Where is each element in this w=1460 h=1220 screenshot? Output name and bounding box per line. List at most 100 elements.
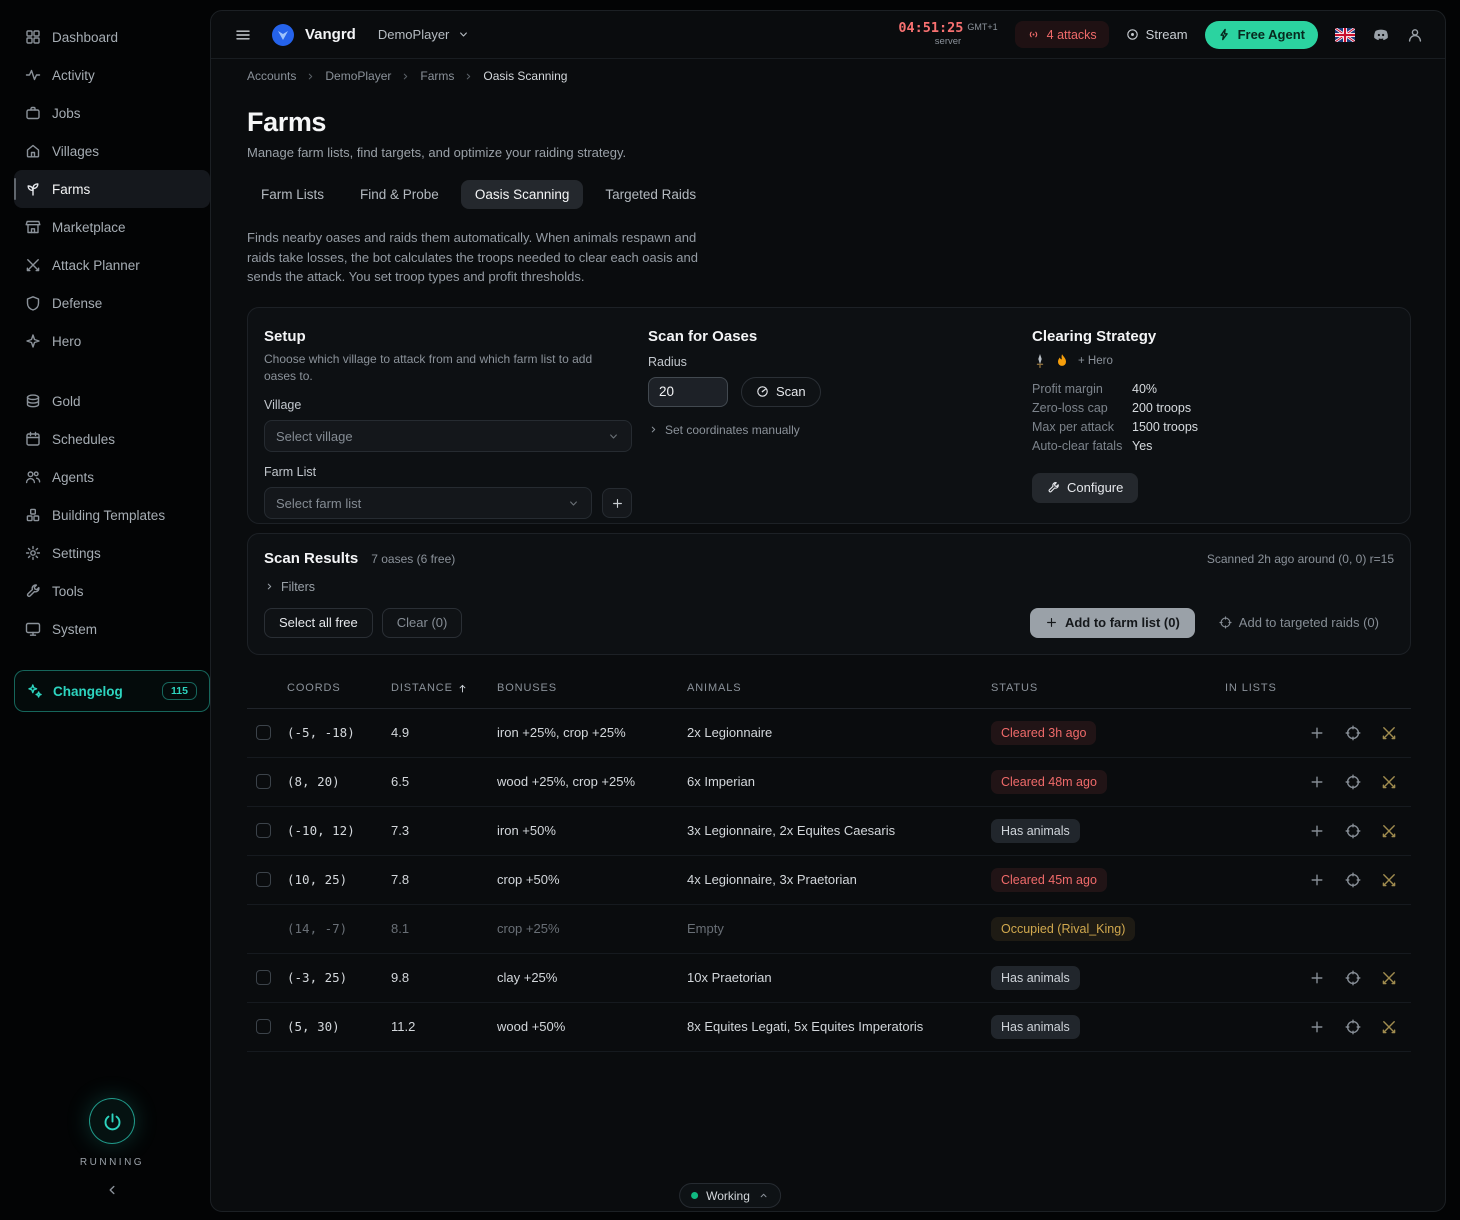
sidebar-item-settings[interactable]: Settings (14, 534, 210, 572)
setup-title: Setup (264, 327, 306, 345)
raid-swords-icon[interactable] (1381, 1019, 1397, 1035)
row-checkbox[interactable] (256, 725, 271, 740)
target-icon[interactable] (1345, 823, 1361, 839)
account-switcher[interactable]: DemoPlayer (378, 27, 471, 42)
add-to-farm-list-button[interactable]: Add to farm list (0) (1029, 607, 1195, 638)
add-to-list-icon[interactable] (1309, 774, 1325, 790)
add-to-list-icon[interactable] (1309, 1019, 1325, 1035)
oasis-animals: Empty (687, 921, 724, 936)
sidebar-item-label: Dashboard (52, 29, 119, 45)
server-time: 04:51:25 GMT+1 server (898, 21, 997, 47)
col-distance[interactable]: DISTANCE (385, 682, 491, 694)
star-icon (25, 333, 41, 349)
language-flag-icon[interactable] (1335, 27, 1355, 42)
strategy-details: Profit margin 40% Zero-loss cap 200 troops… (1032, 382, 1394, 453)
raid-swords-icon[interactable] (1381, 774, 1397, 790)
breadcrumb-current: Oasis Scanning (483, 69, 568, 83)
sidebar-item-building-templates[interactable]: Building Templates (14, 496, 210, 534)
user-account-icon[interactable] (1407, 27, 1423, 43)
target-icon[interactable] (1345, 970, 1361, 986)
sidebar-item-attack-planner[interactable]: Attack Planner (14, 246, 210, 284)
power-button[interactable] (89, 1098, 135, 1144)
tab-farm-lists[interactable]: Farm Lists (261, 187, 325, 202)
tab-targeted-raids[interactable]: Targeted Raids (605, 187, 697, 202)
set-coordinates-link[interactable]: Set coordinates manually (648, 423, 1016, 437)
sidebar-item-tools[interactable]: Tools (14, 572, 210, 610)
plus-icon (1045, 616, 1058, 629)
tab-find-probe[interactable]: Find & Probe (360, 187, 439, 202)
add-to-list-icon[interactable] (1309, 970, 1325, 986)
raid-swords-icon[interactable] (1381, 970, 1397, 986)
radio-icon (1027, 28, 1040, 41)
farm-list-select[interactable]: Select farm list (264, 487, 592, 520)
add-to-targeted-raids-button[interactable]: Add to targeted raids (0) (1204, 608, 1394, 638)
add-to-list-icon[interactable] (1309, 725, 1325, 741)
radius-input[interactable] (648, 376, 728, 407)
sidebar-item-agents[interactable]: Agents (14, 458, 210, 496)
sidebar-item-hero[interactable]: Hero (14, 322, 210, 360)
menu-icon[interactable] (235, 27, 251, 43)
table-row: (-5, -18) 4.9 iron +25%, crop +25% 2x Le… (247, 709, 1411, 758)
add-to-list-icon[interactable] (1309, 823, 1325, 839)
sidebar-item-defense[interactable]: Defense (14, 284, 210, 322)
strategy-row-label: Zero-loss cap (1032, 400, 1108, 415)
row-checkbox[interactable] (256, 774, 271, 789)
village-select[interactable]: Select village (264, 420, 632, 453)
sidebar-item-farms[interactable]: Farms (14, 170, 210, 208)
stream-button[interactable]: Stream (1126, 27, 1188, 42)
row-checkbox[interactable] (256, 970, 271, 985)
sidebar-item-villages[interactable]: Villages (14, 132, 210, 170)
discord-icon[interactable] (1372, 26, 1390, 44)
clear-selection-button[interactable]: Clear (0) (381, 607, 463, 638)
filters-toggle[interactable]: Filters (264, 580, 1394, 594)
raid-swords-icon[interactable] (1381, 872, 1397, 888)
timezone-label: GMT+1 (967, 22, 998, 33)
bolt-icon (1218, 28, 1231, 41)
oasis-distance: 4.9 (391, 725, 410, 740)
target-icon[interactable] (1345, 1019, 1361, 1035)
row-checkbox[interactable] (256, 823, 271, 838)
changelog-label: Changelog (53, 683, 123, 699)
target-icon[interactable] (1345, 725, 1361, 741)
calendar-icon (25, 431, 41, 447)
row-checkbox[interactable] (256, 872, 271, 887)
sidebar-item-label: Attack Planner (52, 257, 140, 273)
table-row: (-3, 25) 9.8 clay +25% 10x Praetorian Ha… (247, 954, 1411, 1003)
vangrd-logo (271, 23, 295, 47)
monitor-icon (25, 621, 41, 637)
breadcrumb-farms[interactable]: Farms (420, 69, 455, 83)
raid-swords-icon[interactable] (1381, 823, 1397, 839)
sidebar-item-changelog[interactable]: Changelog 115 (14, 670, 210, 712)
tabs: Farm Lists Find & Probe Oasis Scanning T… (247, 180, 1411, 209)
target-icon[interactable] (1345, 872, 1361, 888)
select-all-free-button[interactable]: Select all free (264, 607, 373, 638)
sidebar-item-label: Hero (52, 333, 82, 349)
sidebar-item-dashboard[interactable]: Dashboard (14, 18, 210, 56)
scan-icon (756, 385, 769, 398)
sidebar-item-label: Schedules (52, 431, 116, 447)
sidebar-item-activity[interactable]: Activity (14, 56, 210, 94)
breadcrumb-account[interactable]: DemoPlayer (325, 69, 392, 83)
target-icon[interactable] (1345, 774, 1361, 790)
sidebar-item-marketplace[interactable]: Marketplace (14, 208, 210, 246)
scan-button[interactable]: Scan (741, 376, 821, 407)
configure-button[interactable]: Configure (1032, 472, 1139, 503)
scan-title: Scan for Oases (648, 327, 758, 345)
free-agent-button[interactable]: Free Agent (1204, 20, 1318, 49)
working-status-pill[interactable]: Working (679, 1183, 781, 1208)
tab-oasis-scanning[interactable]: Oasis Scanning (460, 180, 584, 209)
incoming-attacks-badge[interactable]: 4 attacks (1014, 21, 1109, 48)
sidebar-collapse-button[interactable] (104, 1182, 120, 1198)
add-farm-list-button[interactable] (602, 488, 632, 519)
sidebar-item-gold[interactable]: Gold (14, 382, 210, 420)
row-checkbox[interactable] (256, 1019, 271, 1034)
raid-swords-icon[interactable] (1381, 725, 1397, 741)
sidebar-item-schedules[interactable]: Schedules (14, 420, 210, 458)
sidebar-item-jobs[interactable]: Jobs (14, 94, 210, 132)
breadcrumb-accounts[interactable]: Accounts (247, 69, 297, 83)
oasis-coords: (-10, 12) (287, 823, 355, 838)
sidebar-item-system[interactable]: System (14, 610, 210, 648)
add-to-list-icon[interactable] (1309, 872, 1325, 888)
chevron-right-icon (463, 71, 474, 82)
wrench-icon (25, 583, 41, 599)
